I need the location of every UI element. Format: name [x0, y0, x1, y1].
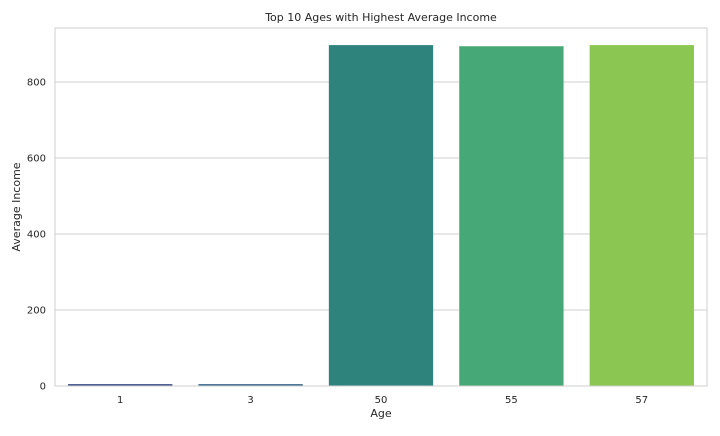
x-tick-label: 50 — [375, 395, 388, 406]
y-tick-label: 600 — [27, 153, 46, 164]
bar-age-57 — [589, 45, 694, 387]
y-tick-label: 400 — [27, 229, 46, 240]
chart-title: Top 10 Ages with Highest Average Income — [264, 11, 497, 24]
bar-age-3 — [198, 384, 303, 386]
x-tick-label: 57 — [635, 395, 648, 406]
bar-age-50 — [328, 45, 434, 387]
y-tick-labels: 0 200 400 600 800 — [27, 77, 46, 392]
y-tick-label: 200 — [27, 305, 46, 316]
x-tick-label: 55 — [505, 395, 518, 406]
x-axis-label: Age — [370, 407, 392, 420]
plot-frame — [54, 27, 708, 387]
y-tick-label: 800 — [27, 77, 46, 88]
bar-age-55 — [459, 46, 564, 387]
bars-group — [68, 45, 694, 387]
x-tick-label: 1 — [117, 395, 123, 406]
x-tick-labels: 1 3 50 55 57 — [117, 395, 648, 406]
y-axis-label: Average Income — [10, 162, 23, 251]
x-tick-label: 3 — [247, 395, 253, 406]
y-tick-label: 0 — [40, 382, 46, 393]
bar-age-1 — [68, 384, 173, 386]
